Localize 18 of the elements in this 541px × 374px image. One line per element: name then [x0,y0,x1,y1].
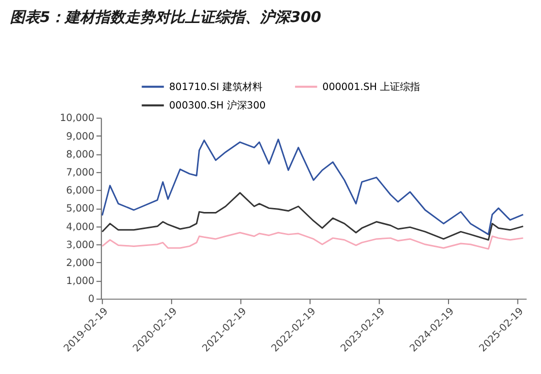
y-tick-label: 5,000 [66,204,94,215]
y-tick-label: 8,000 [66,149,94,160]
chart-title: 图表5：建材指数走势对比上证综指、沪深300 [10,8,322,26]
y-tick-label: 3,000 [66,240,94,251]
line-series [101,232,524,250]
y-tick-label: 6,000 [66,186,94,197]
y-tick-label: 9,000 [66,131,94,142]
legend-label: 000001.SH 上证综指 [322,80,420,93]
legend-label: 801710.SI 建筑材料 [169,80,262,93]
legend-label: 000300.SH 沪深300 [169,99,266,112]
y-tick-label: 10,000 [60,113,94,124]
y-tick-label: 0 [88,294,94,306]
y-tick-label: 4,000 [66,222,94,233]
line-series [101,192,524,241]
line-series [101,138,524,236]
y-tick-label: 2,000 [66,258,94,269]
y-tick-label: 7,000 [66,167,94,178]
y-tick-label: 1,000 [66,276,94,288]
